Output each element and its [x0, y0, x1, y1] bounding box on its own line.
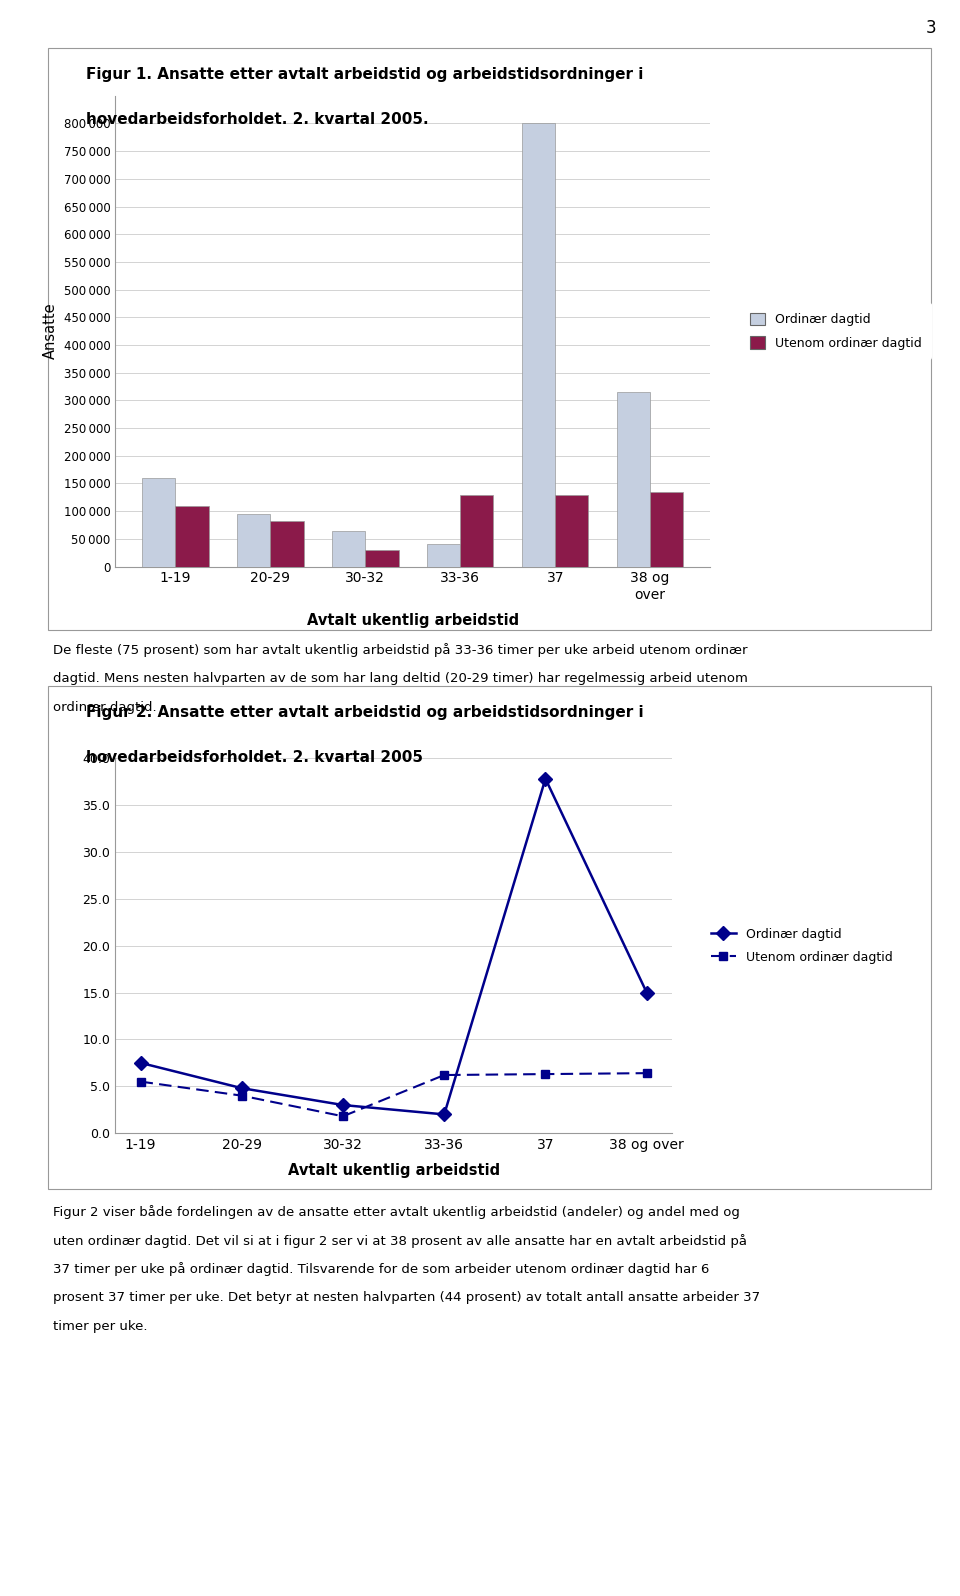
Text: hovedarbeidsforholdet. 2. kvartal 2005.: hovedarbeidsforholdet. 2. kvartal 2005. — [86, 112, 429, 126]
Text: Figur 1. Ansatte etter avtalt arbeidstid og arbeidstidsordninger i: Figur 1. Ansatte etter avtalt arbeidstid… — [86, 67, 644, 81]
Utenom ordinær dagtid — [236, 1087, 248, 1106]
Legend: Ordinær dagtid, Utenom ordinær dagtid: Ordinær dagtid, Utenom ordinær dagtid — [701, 918, 902, 974]
Bar — [176, 506, 208, 567]
Bar — [522, 123, 555, 567]
Bar — [237, 514, 271, 567]
X-axis label: Avtalt ukentlig arbeidstid: Avtalt ukentlig arbeidstid — [307, 613, 518, 627]
Text: ordinær dagtid.: ordinær dagtid. — [53, 701, 156, 713]
Bar — [427, 544, 460, 567]
Bar — [332, 530, 366, 567]
Text: 3: 3 — [925, 19, 936, 37]
Text: Figur 2. Ansatte etter avtalt arbeidstid og arbeidstidsordninger i: Figur 2. Ansatte etter avtalt arbeidstid… — [86, 705, 644, 720]
Text: timer per uke.: timer per uke. — [53, 1320, 147, 1333]
Ordinær dagtid — [134, 1053, 146, 1073]
Text: 37 timer per uke på ordinær dagtid. Tilsvarende for de som arbeider utenom ordin: 37 timer per uke på ordinær dagtid. Tils… — [53, 1262, 709, 1277]
Text: hovedarbeidsforholdet. 2. kvartal 2005: hovedarbeidsforholdet. 2. kvartal 2005 — [86, 750, 423, 764]
Ordinær dagtid — [439, 1104, 450, 1124]
Ordinær dagtid — [337, 1095, 348, 1114]
Bar — [650, 492, 684, 567]
Bar — [142, 477, 176, 567]
Y-axis label: Ansatte: Ansatte — [43, 303, 58, 359]
Text: De fleste (75 prosent) som har avtalt ukentlig arbeidstid på 33-36 timer per uke: De fleste (75 prosent) som har avtalt uk… — [53, 643, 747, 658]
Line: Ordinær dagtid: Ordinær dagtid — [135, 774, 652, 1119]
Text: prosent 37 timer per uke. Det betyr at nesten halvparten (44 prosent) av totalt : prosent 37 timer per uke. Det betyr at n… — [53, 1291, 760, 1304]
Bar — [460, 495, 493, 567]
Utenom ordinær dagtid — [134, 1073, 146, 1092]
Ordinær dagtid — [641, 983, 653, 1002]
Utenom ordinær dagtid — [337, 1106, 348, 1125]
Legend: Ordinær dagtid, Utenom ordinær dagtid: Ordinær dagtid, Utenom ordinær dagtid — [740, 303, 932, 359]
Bar — [366, 551, 398, 567]
Bar — [617, 393, 650, 567]
Utenom ordinær dagtid — [641, 1063, 653, 1082]
Utenom ordinær dagtid — [439, 1066, 450, 1085]
Text: uten ordinær dagtid. Det vil si at i figur 2 ser vi at 38 prosent av alle ansatt: uten ordinær dagtid. Det vil si at i fig… — [53, 1234, 747, 1248]
Ordinær dagtid — [540, 769, 551, 788]
X-axis label: Avtalt ukentlig arbeidstid: Avtalt ukentlig arbeidstid — [288, 1163, 499, 1178]
Text: dagtid. Mens nesten halvparten av de som har lang deltid (20-29 timer) har regel: dagtid. Mens nesten halvparten av de som… — [53, 672, 748, 685]
Bar — [271, 522, 303, 567]
Utenom ordinær dagtid — [540, 1065, 551, 1084]
Bar — [555, 495, 588, 567]
Ordinær dagtid — [236, 1079, 248, 1098]
Text: Figur 2 viser både fordelingen av de ansatte etter avtalt ukentlig arbeidstid (a: Figur 2 viser både fordelingen av de ans… — [53, 1205, 739, 1219]
Line: Utenom ordinær dagtid: Utenom ordinær dagtid — [136, 1069, 651, 1120]
